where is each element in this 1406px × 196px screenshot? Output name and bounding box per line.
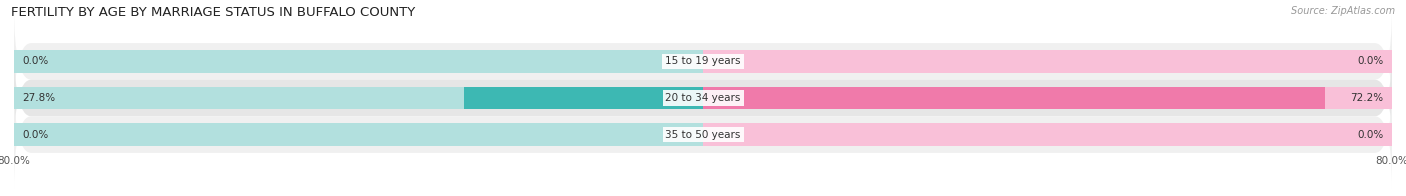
- Text: 15 to 19 years: 15 to 19 years: [665, 56, 741, 66]
- Text: 0.0%: 0.0%: [1357, 130, 1384, 140]
- Text: 0.0%: 0.0%: [22, 56, 49, 66]
- Text: 0.0%: 0.0%: [1357, 56, 1384, 66]
- Bar: [14, 123, 703, 146]
- FancyBboxPatch shape: [14, 80, 1392, 190]
- Bar: [14, 87, 703, 109]
- Text: 20 to 34 years: 20 to 34 years: [665, 93, 741, 103]
- Bar: [703, 50, 1392, 73]
- Text: Source: ZipAtlas.com: Source: ZipAtlas.com: [1291, 6, 1395, 16]
- FancyBboxPatch shape: [14, 6, 1392, 116]
- Text: FERTILITY BY AGE BY MARRIAGE STATUS IN BUFFALO COUNTY: FERTILITY BY AGE BY MARRIAGE STATUS IN B…: [11, 6, 416, 19]
- FancyBboxPatch shape: [14, 43, 1392, 153]
- Bar: [14, 50, 703, 73]
- Bar: [703, 87, 1392, 109]
- Text: 35 to 50 years: 35 to 50 years: [665, 130, 741, 140]
- Text: 0.0%: 0.0%: [22, 130, 49, 140]
- Text: 72.2%: 72.2%: [1350, 93, 1384, 103]
- Bar: [703, 123, 1392, 146]
- Bar: [464, 87, 703, 109]
- Text: 27.8%: 27.8%: [22, 93, 56, 103]
- Bar: [703, 87, 1324, 109]
